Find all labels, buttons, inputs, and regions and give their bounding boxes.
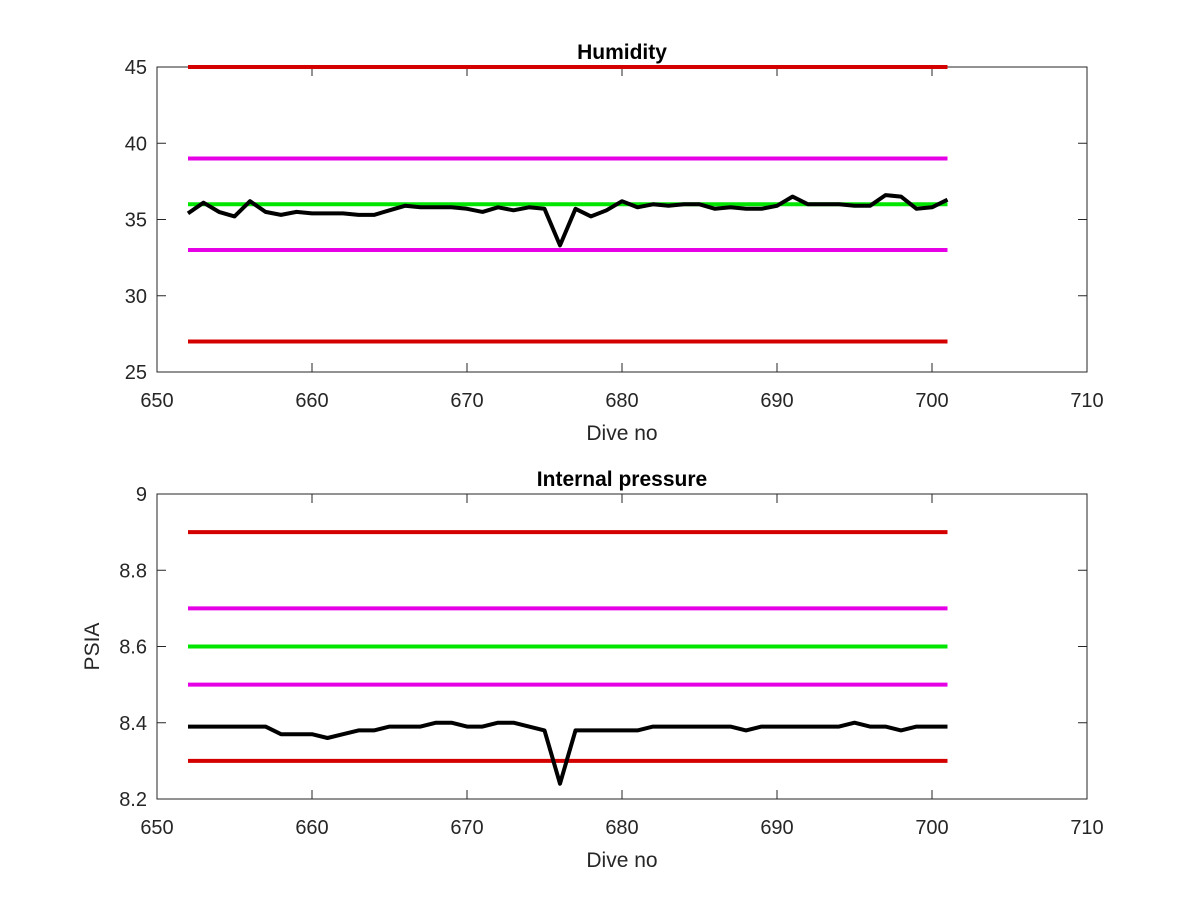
internal-pressure-chart: 650 660 670 680 690 700 710 8.2 8.4 8.6 8.8 9 Intern… [81,468,1104,872]
x-tick-label: 670 [450,390,483,412]
x-tick-label: 680 [605,390,638,412]
y-tick-label: 35 [125,210,147,232]
x-tick-label: 650 [140,390,173,412]
y-tick-label: 45 [125,57,147,79]
x-tick-label: 670 [450,817,483,839]
data-line [188,720,948,786]
y-tick-label: 40 [125,133,147,155]
y-tick-label: 30 [125,286,147,308]
data-line [186,193,949,248]
y-tick-label: 8.2 [119,789,147,811]
axes-box [156,66,1088,373]
x-tick-label: 700 [915,817,948,839]
x-tick-label: 690 [760,390,793,412]
x-axis-label: Dive no [586,849,657,872]
y-tick-label: 9 [136,484,147,506]
y-tick-label: 8.6 [119,637,147,659]
x-axis-label: Dive no [586,422,657,445]
humidity-chart: 650 660 670 680 690 700 710 25 30 35 40 45 Humidity D… [125,41,1104,445]
y-tick-label: 8.4 [119,713,147,735]
x-tick-label: 710 [1070,390,1103,412]
x-tick-label: 660 [295,817,328,839]
x-tick-label: 690 [760,817,793,839]
y-tick-label: 25 [125,362,147,384]
y-axis-label: PSIA [81,623,104,671]
chart-title: Internal pressure [537,468,707,491]
x-tick-label: 710 [1070,817,1103,839]
x-tick-label: 660 [295,390,328,412]
x-tick-label: 700 [915,390,948,412]
chart-title: Humidity [577,41,667,64]
x-tick-label: 680 [605,817,638,839]
y-tick-label: 8.8 [119,560,147,582]
x-tick-label: 650 [140,817,173,839]
